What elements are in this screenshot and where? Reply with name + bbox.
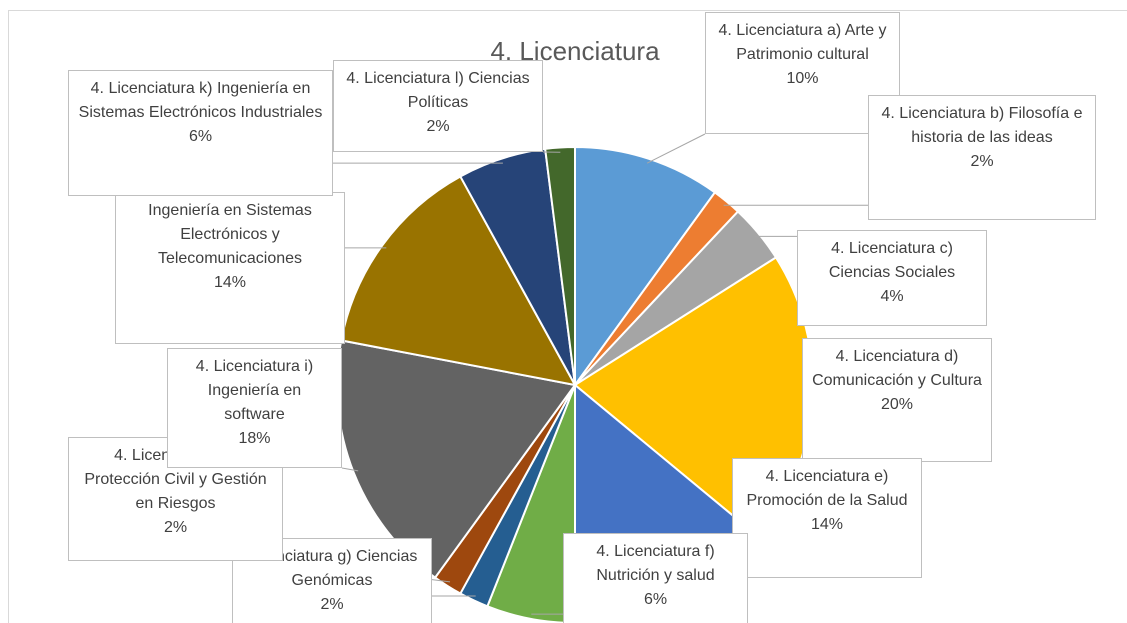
label-value: 2% bbox=[163, 519, 188, 536]
pie-slice bbox=[340, 175, 577, 387]
pie-slice bbox=[574, 145, 717, 389]
label-value: 18% bbox=[238, 430, 271, 447]
chart-frame bbox=[8, 10, 1127, 623]
label-value: 2% bbox=[970, 153, 994, 170]
label-name: 4. Licenciatura e) Promoción de la Salud bbox=[746, 468, 908, 509]
label-name: 4. Licenciatura h) Protección Civil y Ge… bbox=[84, 447, 267, 512]
data-label: Ingeniería en Sistemas Electrónicos y Te… bbox=[115, 192, 345, 344]
data-label: 4. Licenciatura c) Ciencias Sociales 4% bbox=[797, 230, 987, 326]
label-name: 4. Licenciatura f) Nutrición y salud bbox=[596, 543, 715, 584]
label-value: 4% bbox=[880, 288, 904, 305]
label-name: 4. Licenciatura k) Ingeniería en Sistema… bbox=[78, 80, 323, 121]
pie-slice bbox=[544, 145, 576, 386]
label-name: 4. Licenciatura c) Ciencias Sociales bbox=[828, 240, 956, 281]
label-value: 6% bbox=[643, 591, 668, 608]
label-name: Ingeniería en Sistemas Electrónicos y Te… bbox=[148, 202, 312, 267]
leader-line bbox=[341, 467, 359, 472]
label-value: 20% bbox=[880, 396, 914, 413]
data-label: 4. Licenciatura f) Nutrición y salud 6% bbox=[563, 533, 748, 623]
label-value: 6% bbox=[188, 128, 213, 145]
label-name: 4. Licenciatura l) Ciencias Políticas bbox=[346, 70, 530, 111]
label-name: 4. Licenciatura d) Comunicación y Cultur… bbox=[812, 348, 982, 389]
label-value: 2% bbox=[320, 596, 344, 613]
data-label: 4. Licenciatura k) Ingeniería en Sistema… bbox=[68, 70, 333, 196]
label-name: 4. Licenciatura i) Ingeniería en softwar… bbox=[195, 358, 314, 423]
data-label: 4. Licenciatura d) Comunicación y Cultur… bbox=[802, 338, 992, 462]
label-value: 14% bbox=[213, 274, 247, 291]
label-value: 10% bbox=[786, 70, 819, 87]
data-label: 4. Licenciatura a) Arte y Patrimonio cul… bbox=[705, 12, 900, 134]
data-label: 4. Licenciatura b) Filosofía e historia … bbox=[868, 95, 1096, 220]
label-value: 2% bbox=[426, 118, 450, 135]
label-value: 14% bbox=[810, 516, 844, 533]
data-label: 4. Licenciatura l) Ciencias Políticas 2% bbox=[333, 60, 543, 152]
data-label: 4. Licenciatura i) Ingeniería en softwar… bbox=[167, 348, 342, 468]
label-name: Licenciatura g) Ciencias Genómicas bbox=[246, 548, 418, 589]
label-name: 4. Licenciatura a) Arte y Patrimonio cul… bbox=[718, 22, 887, 63]
label-name: 4. Licenciatura b) Filosofía e historia … bbox=[881, 105, 1083, 146]
leader-line bbox=[646, 133, 706, 164]
data-label: 4. Licenciatura e) Promoción de la Salud… bbox=[732, 458, 922, 578]
chart-title: 4. Licenciatura bbox=[490, 36, 660, 66]
